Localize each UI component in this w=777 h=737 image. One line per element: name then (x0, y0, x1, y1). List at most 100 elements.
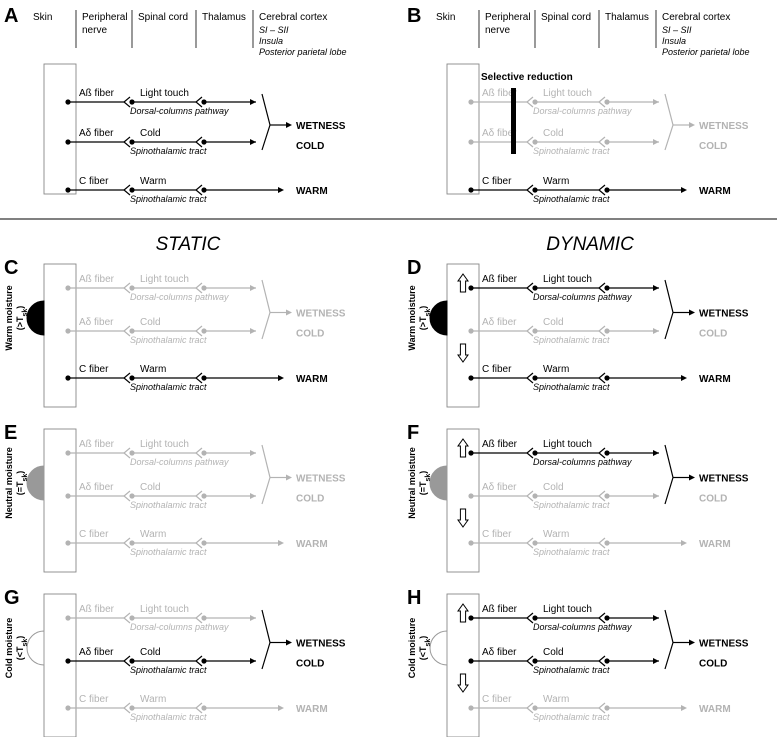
moisture-drop-neutral (429, 465, 448, 501)
wetness-arrow (689, 309, 695, 316)
row-adelta-modality-label: Cold (543, 317, 564, 328)
row-abeta-fiber-label: Aß fiber (482, 604, 518, 615)
moisture-temp-close: ) (15, 306, 25, 309)
panel-letter: A (4, 5, 18, 27)
row-adelta-arrow (653, 139, 659, 145)
row-adelta-pathway-label: Spinothalamic tract (130, 335, 207, 345)
row-c-synapse (195, 372, 203, 384)
row-abeta-arrow (250, 285, 256, 291)
movement-arrow-down (457, 343, 469, 363)
moisture-drop-cold (26, 630, 45, 666)
row-adelta-modality-label: Cold (543, 647, 564, 658)
output-cold: COLD (699, 494, 727, 505)
row-abeta-arrow (250, 99, 256, 105)
row-adelta-synapse (195, 490, 203, 502)
wetness-arrow (689, 474, 695, 481)
output-cold: COLD (296, 329, 324, 340)
row-abeta-pathway-label: Dorsal-columns pathway (533, 106, 632, 116)
row-abeta-pathway-label: Dorsal-columns pathway (533, 292, 632, 302)
row-abeta-synapse (526, 282, 534, 294)
row-abeta-pathway-label: Dorsal-columns pathway (533, 457, 632, 467)
output-warm: WARM (296, 374, 328, 385)
row-c-arrow (681, 375, 687, 381)
row-c-synapse (526, 537, 534, 549)
row-abeta-synapse (598, 612, 606, 624)
row-adelta-arrow (653, 493, 659, 499)
moisture-temp: (<Tsk) (418, 636, 432, 661)
movement-arrow-down (457, 508, 469, 528)
row-c-fiber-label: C fiber (79, 364, 109, 375)
row-abeta-arrow (250, 450, 256, 456)
moisture-temp-close: ) (418, 471, 428, 474)
row-abeta-synapse (195, 282, 203, 294)
row-c-modality-label: Warm (543, 529, 569, 540)
row-c-modality-label: Warm (140, 529, 166, 540)
row-c-arrow (681, 187, 687, 193)
wetness-arrow (286, 474, 292, 481)
skin-box (43, 593, 77, 737)
row-abeta-fiber-label: Aß fiber (482, 88, 518, 99)
row-adelta-pathway-label: Spinothalamic tract (130, 146, 207, 156)
output-cold: COLD (699, 329, 727, 340)
panel-letter: H (407, 587, 421, 609)
row-abeta-arrow (653, 615, 659, 621)
row-c-synapse (598, 372, 606, 384)
row-abeta-modality-label: Light touch (140, 604, 189, 615)
header-nerve: nerve (82, 25, 107, 36)
row-adelta-modality-label: Cold (140, 128, 161, 139)
row-abeta-synapse (195, 96, 203, 108)
header-cortex-area: Posterior parietal lobe (662, 47, 750, 57)
moisture-temp-subscript: sk (22, 474, 29, 482)
convergence-line (664, 444, 674, 505)
wetness-arrow (689, 639, 695, 646)
header-spinal: Spinal cord (138, 12, 188, 23)
moisture-drop-cold (429, 630, 448, 666)
output-wetness: WETNESS (699, 121, 749, 132)
row-c-fiber-label: C fiber (482, 694, 512, 705)
row-adelta-synapse (195, 655, 203, 667)
header-nerve: nerve (485, 25, 510, 36)
panel-c: C Aß fiber Light touch Dorsal-columns pathw… (4, 257, 346, 408)
header-thalamus: Thalamus (605, 12, 649, 23)
header-cortex-area: SI – SII (662, 25, 692, 35)
row-c-modality-label: Warm (140, 364, 166, 375)
row-c-pathway-label: Spinothalamic tract (130, 382, 207, 392)
moisture-temp-close: ) (418, 636, 428, 639)
panel-d: D Aß fiber Light touch Dorsal-columns pathw… (407, 257, 749, 408)
moisture-temp: (<Tsk) (15, 636, 29, 661)
row-c-fiber-label: C fiber (79, 529, 109, 540)
row-adelta-fiber-label: Aδ fiber (79, 647, 114, 658)
skin-box (43, 263, 77, 408)
row-abeta-synapse (598, 447, 606, 459)
header-cortex-area: Insula (662, 36, 686, 46)
row-c-synapse (598, 702, 606, 714)
header-peripheral: Peripheral (82, 12, 128, 23)
row-c-modality-label: Warm (543, 176, 569, 187)
moisture-label: Warm moisture (407, 285, 417, 350)
convergence-line (261, 609, 271, 670)
row-c-fiber-label: C fiber (482, 176, 512, 187)
moisture-label-group: Warm moisture (>Tsk) (407, 285, 432, 350)
row-adelta-synapse (598, 490, 606, 502)
moisture-temp-close: ) (15, 636, 25, 639)
row-c-arrow (278, 375, 284, 381)
row-adelta-synapse (526, 490, 534, 502)
row-adelta-modality-label: Cold (140, 317, 161, 328)
row-abeta-modality-label: Light touch (140, 274, 189, 285)
row-c-synapse (598, 537, 606, 549)
movement-arrow-down (457, 673, 469, 693)
row-c-arrow (278, 540, 284, 546)
row-adelta-arrow (250, 658, 256, 664)
row-c-synapse (526, 184, 534, 196)
output-cold: COLD (296, 141, 324, 152)
row-adelta-synapse (195, 136, 203, 148)
movement-arrow-up (457, 438, 469, 458)
moisture-temp-subscript: sk (22, 639, 29, 647)
row-abeta-arrow (653, 99, 659, 105)
row-adelta-synapse (526, 136, 534, 148)
panel-h: H Aß fiber Light touch Dorsal-columns pathw… (407, 587, 749, 737)
panel-e: E Aß fiber Light touch Dorsal-columns pathw… (4, 422, 346, 573)
row-adelta-fiber-label: Aδ fiber (482, 647, 517, 658)
convergence-line (261, 444, 271, 505)
row-adelta-pathway-label: Spinothalamic tract (533, 335, 610, 345)
